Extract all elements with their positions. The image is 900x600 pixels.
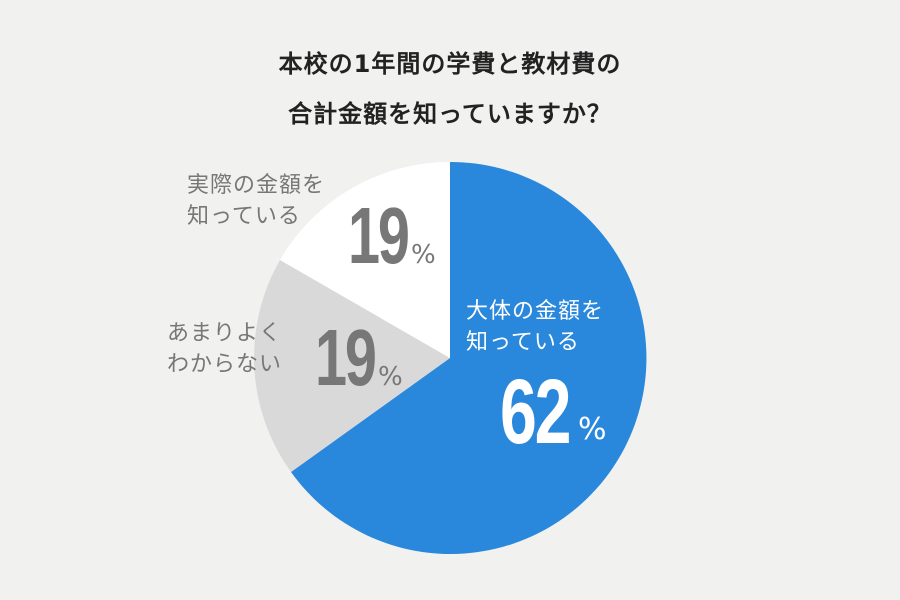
label-line: 知っている	[187, 204, 301, 229]
label-dont-know: あまりよく わからない	[167, 318, 282, 380]
label-line: 実際の金額を	[187, 173, 326, 198]
value-exactly-know: 19	[348, 191, 410, 280]
value-dont-know: 19	[315, 313, 377, 402]
unit-dont-know: %	[378, 362, 403, 392]
slice-roughly-know	[291, 161, 647, 554]
value-roughly-know: 62	[500, 361, 572, 463]
unit-exactly-know: %	[411, 240, 436, 270]
label-line: わからない	[167, 352, 283, 377]
label-line: 知っている	[466, 330, 580, 355]
chart-title-line2: 合計金額を知っていますか？	[288, 100, 612, 128]
unit-roughly-know: %	[578, 412, 607, 447]
label-line: あまりよく	[167, 321, 283, 346]
label-line: 大体の金額を	[466, 299, 605, 324]
label-exactly-know: 実際の金額を 知っている	[187, 170, 325, 232]
label-roughly-know: 大体の金額を 知っている	[466, 296, 604, 358]
chart-title-line1: 本校の1年間の学費と教材費の	[278, 50, 622, 78]
slice-exactly-know	[280, 161, 450, 358]
slice-dont-know	[254, 260, 450, 472]
